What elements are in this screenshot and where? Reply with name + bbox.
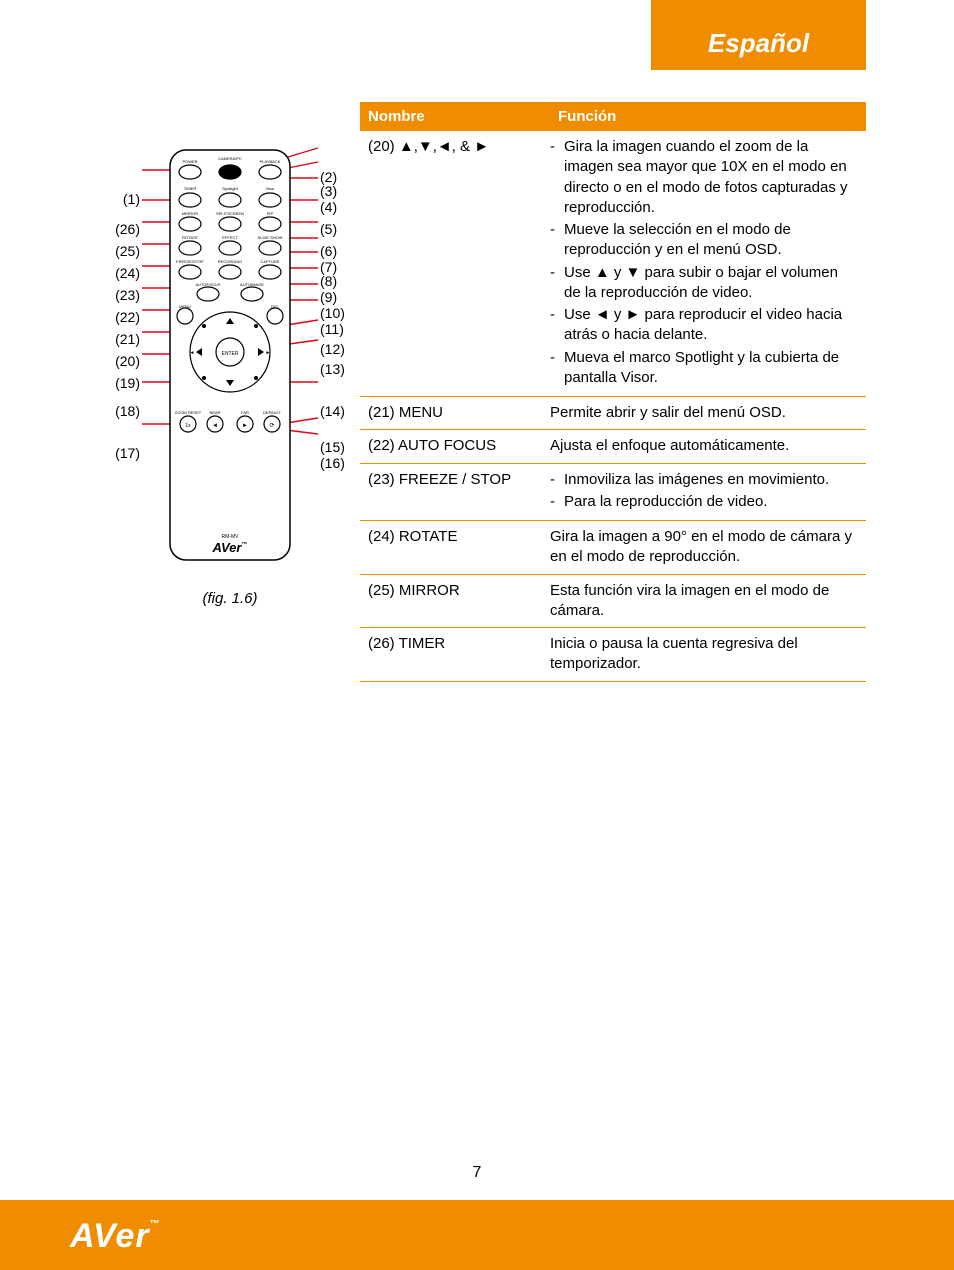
callout-label: (11) xyxy=(320,322,360,336)
svg-text:Spotlight: Spotlight xyxy=(222,186,238,191)
cell-nombre: (24) ROTATE xyxy=(360,521,550,575)
language-tab: Español xyxy=(651,0,866,70)
table-row: (26) TIMERInicia o pausa la cuenta regre… xyxy=(360,628,866,682)
content: (1) (26) (25) (24) (23) (22) (21) (20) (19) (18) (… xyxy=(100,102,866,682)
table-row: (23) FREEZE / STOPInmoviliza las imágene… xyxy=(360,463,866,521)
bullet: Gira la imagen cuando el zoom de la imag… xyxy=(550,137,858,218)
footer-logo: AVer™ xyxy=(70,1217,161,1256)
svg-text:FAR: FAR xyxy=(241,410,249,415)
callout-label: (20) xyxy=(100,354,140,368)
cell-nombre: (23) FREEZE / STOP xyxy=(360,463,550,521)
svg-text:AUTOFOCUS: AUTOFOCUS xyxy=(195,282,220,287)
callout-label: (26) xyxy=(100,222,140,236)
cell-funcion: Gira la imagen a 90° en el modo de cámar… xyxy=(550,521,866,575)
figure-caption: (fig. 1.6) xyxy=(100,590,360,607)
svg-text:ROTATE: ROTATE xyxy=(182,235,198,240)
table-row: (22) AUTO FOCUSAjusta el enfoque automát… xyxy=(360,430,866,463)
bullet: Mueve la selección en el modo de reprodu… xyxy=(550,220,858,261)
functions-table: Nombre Función (20) ▲,▼,◄, & ►Gira la im… xyxy=(360,102,866,682)
svg-text:ENTER: ENTER xyxy=(222,351,239,357)
svg-text:CAMERA/PC: CAMERA/PC xyxy=(218,156,242,161)
svg-text:PLAYBACK: PLAYBACK xyxy=(260,159,281,164)
callout-label: (3) xyxy=(320,184,360,198)
svg-text:SLIDE SHOW: SLIDE SHOW xyxy=(257,235,282,240)
svg-text:FREEZE/STOP: FREEZE/STOP xyxy=(176,259,204,264)
callout-label: (4) xyxy=(320,200,360,214)
svg-text:AUTOIMAGE: AUTOIMAGE xyxy=(240,282,264,287)
cell-nombre: (21) MENU xyxy=(360,397,550,430)
callout-label: (22) xyxy=(100,310,140,324)
callout-label: (9) xyxy=(320,290,360,304)
callout-label: (18) xyxy=(100,404,140,418)
callout-label: (15) xyxy=(320,440,360,454)
callout-label: (25) xyxy=(100,244,140,258)
footer-bar: AVer™ xyxy=(0,1200,954,1270)
table-row: (25) MIRROREsta función vira la imagen e… xyxy=(360,574,866,628)
table-row: (21) MENUPermite abrir y salir del menú … xyxy=(360,397,866,430)
bullet: Para la reproducción de video. xyxy=(550,492,858,512)
svg-text:◄: ◄ xyxy=(190,350,195,356)
svg-text:Visor: Visor xyxy=(265,186,275,191)
th-funcion: Función xyxy=(550,102,866,131)
callout-label: (1) xyxy=(100,192,140,206)
table-row: (24) ROTATEGira la imagen a 90° en el mo… xyxy=(360,521,866,575)
callout-label: (19) xyxy=(100,376,140,390)
svg-text:1x: 1x xyxy=(185,423,191,429)
svg-text:RECORDING: RECORDING xyxy=(218,259,242,264)
callout-label: (24) xyxy=(100,266,140,280)
cell-nombre: (20) ▲,▼,◄, & ► xyxy=(360,131,550,397)
callout-label: (12) xyxy=(320,342,360,356)
callout-label: (21) xyxy=(100,332,140,346)
callout-label: (13) xyxy=(320,362,360,376)
callout-label: (7) xyxy=(320,260,360,274)
svg-text:POWER: POWER xyxy=(182,159,197,164)
svg-text:►: ► xyxy=(242,423,248,429)
bullet: Mueva el marco Spotlight y la cubierta d… xyxy=(550,348,858,389)
table-column: Nombre Función (20) ▲,▼,◄, & ►Gira la im… xyxy=(360,102,866,682)
cell-funcion: Permite abrir y salir del menú OSD. xyxy=(550,397,866,430)
table-row: (20) ▲,▼,◄, & ►Gira la imagen cuando el … xyxy=(360,131,866,397)
svg-text:MIRROR: MIRROR xyxy=(182,211,198,216)
svg-text:EFFECT: EFFECT xyxy=(222,235,238,240)
svg-text:DEFAULT: DEFAULT xyxy=(263,410,281,415)
svg-text:SPLITSCREEN: SPLITSCREEN xyxy=(216,211,244,216)
svg-text:NEAR: NEAR xyxy=(209,410,220,415)
svg-text:◄: ◄ xyxy=(212,423,218,429)
svg-text:CAPTURE: CAPTURE xyxy=(260,259,279,264)
cell-nombre: (25) MIRROR xyxy=(360,574,550,628)
svg-text:ZOOM RESET: ZOOM RESET xyxy=(175,410,202,415)
svg-text:⟳: ⟳ xyxy=(269,423,274,429)
cell-funcion: Inicia o pausa la cuenta regresiva del t… xyxy=(550,628,866,682)
svg-text:TIMER: TIMER xyxy=(184,186,197,191)
callout-label: (8) xyxy=(320,274,360,288)
page-number: 7 xyxy=(0,1164,954,1182)
callout-label: (5) xyxy=(320,222,360,236)
bullet: Use ◄ y ► para reproducir el video hacia… xyxy=(550,305,858,346)
cell-funcion: Inmoviliza las imágenes en movimiento.Pa… xyxy=(550,463,866,521)
bullet: Use ▲ y ▼ para subir o bajar el volumen … xyxy=(550,263,858,304)
cell-funcion: Ajusta el enfoque automáticamente. xyxy=(550,430,866,463)
callout-label: (6) xyxy=(320,244,360,258)
callout-label: (2) xyxy=(320,170,360,184)
callout-label: (16) xyxy=(320,456,360,470)
svg-text:PIP: PIP xyxy=(267,211,274,216)
callout-label: (17) xyxy=(100,446,140,460)
cell-nombre: (22) AUTO FOCUS xyxy=(360,430,550,463)
figure-column: (1) (26) (25) (24) (23) (22) (21) (20) (19) (18) (… xyxy=(100,102,360,607)
th-nombre: Nombre xyxy=(360,102,550,131)
bullet: Inmoviliza las imágenes en movimiento. xyxy=(550,470,858,490)
callout-label: (23) xyxy=(100,288,140,302)
callout-label: (10) xyxy=(320,306,360,320)
cell-funcion: Gira la imagen cuando el zoom de la imag… xyxy=(550,131,866,397)
callout-label: (14) xyxy=(320,404,360,418)
cell-funcion: Esta función vira la imagen en el modo d… xyxy=(550,574,866,628)
cell-nombre: (26) TIMER xyxy=(360,628,550,682)
svg-text:►: ► xyxy=(266,350,271,356)
